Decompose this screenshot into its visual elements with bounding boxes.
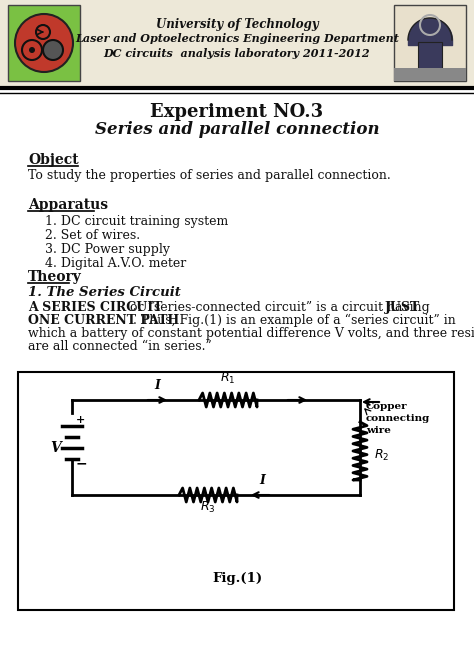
Text: 3. DC Power supply: 3. DC Power supply [45,243,170,256]
Text: −: − [76,456,88,470]
Text: $R_2$: $R_2$ [374,448,389,462]
Bar [8,5,80,81]
Text: Series and parallel connection: Series and parallel connection [95,121,379,138]
Text: . Thus, Fig.(1) is an example of a “series circuit” in: . Thus, Fig.(1) is an example of a “seri… [133,314,456,327]
Text: which a battery of constant potential difference V volts, and three resistances,: which a battery of constant potential di… [28,327,474,340]
Text: Laser and Optoelectronics Engineering Department: Laser and Optoelectronics Engineering De… [75,33,399,44]
Bar [394,68,466,81]
Circle shape [29,47,35,53]
Text: To study the properties of series and parallel connection.: To study the properties of series and pa… [28,169,391,182]
Text: V: V [51,440,61,454]
Bar [418,42,442,70]
Text: I: I [154,379,160,392]
Text: 1. DC circuit training system: 1. DC circuit training system [45,215,228,228]
Text: are all connected “in series.”: are all connected “in series.” [28,340,212,353]
Text: 1. The Series Circuit: 1. The Series Circuit [28,286,181,299]
Circle shape [15,14,73,72]
Text: I: I [259,474,265,487]
Text: +: + [76,414,85,425]
Text: 2. Set of wires.: 2. Set of wires. [45,229,140,242]
Text: Apparatus: Apparatus [28,198,108,212]
Text: $R_3$: $R_3$ [200,500,216,515]
Text: A SERIES CIRCUIT: A SERIES CIRCUIT [28,301,163,314]
Bar [394,5,466,81]
Text: JUST: JUST [385,301,420,314]
Bar [0,0,474,88]
Text: Theory: Theory [28,270,82,284]
Text: $R_1$: $R_1$ [220,371,236,386]
Circle shape [43,40,63,60]
Text: University of Technology: University of Technology [155,18,319,31]
Text: ONE CURRENT PATH: ONE CURRENT PATH [28,314,179,327]
Text: Object: Object [28,153,79,167]
Text: Experiment NO.3: Experiment NO.3 [150,103,324,121]
Text: Fig.(1): Fig.(1) [212,572,262,585]
Text: or “series-connected circuit” is a circuit having: or “series-connected circuit” is a circu… [126,301,434,314]
Text: 4. Digital A.V.O. meter: 4. Digital A.V.O. meter [45,257,186,270]
Text: DC circuits  analysis laboratory 2011-2012: DC circuits analysis laboratory 2011-201… [104,48,370,59]
Text: Copper
connecting
wire: Copper connecting wire [366,402,430,435]
Bar [18,372,454,610]
